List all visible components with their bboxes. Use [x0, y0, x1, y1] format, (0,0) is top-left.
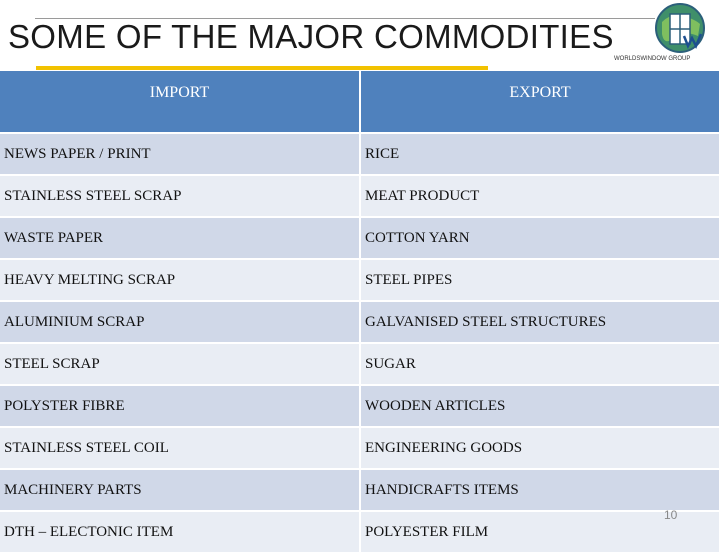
export-cell: HANDICRAFTS ITEMS [360, 469, 720, 512]
import-cell: MACHINERY PARTS [0, 469, 361, 512]
import-cell: HEAVY MELTING SCRAP [0, 259, 361, 302]
export-cell: GALVANISED STEEL STRUCTURES [360, 301, 720, 344]
export-cell: MEAT PRODUCT [360, 175, 720, 218]
commodities-table: IMPORT EXPORT NEWS PAPER / PRINT RICE ST… [0, 71, 720, 554]
table-header-row: IMPORT EXPORT [0, 71, 720, 134]
table-row: STAINLESS STEEL COIL ENGINEERING GOODS [0, 427, 720, 470]
table-row: POLYSTER FIBRE WOODEN ARTICLES [0, 385, 720, 428]
export-cell: ENGINEERING GOODS [360, 427, 720, 470]
export-column-header: EXPORT [360, 71, 720, 134]
export-cell: COTTON YARN [360, 217, 720, 260]
import-cell: WASTE PAPER [0, 217, 361, 260]
table-row: STAINLESS STEEL SCRAP MEAT PRODUCT [0, 175, 720, 218]
import-cell: POLYSTER FIBRE [0, 385, 361, 428]
import-cell: NEWS PAPER / PRINT [0, 133, 361, 176]
table-row: WASTE PAPER COTTON YARN [0, 217, 720, 260]
import-cell: STEEL SCRAP [0, 343, 361, 386]
company-logo-icon [655, 3, 705, 53]
table-row: STEEL SCRAP SUGAR [0, 343, 720, 386]
import-cell: ALUMINIUM SCRAP [0, 301, 361, 344]
table-row: DTH – ELECTONIC ITEM POLYESTER FILM [0, 511, 720, 554]
export-cell: SUGAR [360, 343, 720, 386]
export-cell: RICE [360, 133, 720, 176]
top-rule [35, 18, 655, 19]
import-cell: STAINLESS STEEL SCRAP [0, 175, 361, 218]
export-cell: WOODEN ARTICLES [360, 385, 720, 428]
table-row: MACHINERY PARTS HANDICRAFTS ITEMS [0, 469, 720, 512]
table-row: HEAVY MELTING SCRAP STEEL PIPES [0, 259, 720, 302]
import-cell: DTH – ELECTONIC ITEM [0, 511, 361, 554]
title-underline [36, 66, 488, 70]
table-row: ALUMINIUM SCRAP GALVANISED STEEL STRUCTU… [0, 301, 720, 344]
slide-title: SOME OF THE MAJOR COMMODITIES [8, 18, 614, 55]
logo-caption: WORLDSWINDOW GROUP [614, 56, 691, 62]
import-cell: STAINLESS STEEL COIL [0, 427, 361, 470]
page-number: 10 [664, 508, 678, 522]
table-row: NEWS PAPER / PRINT RICE [0, 133, 720, 176]
export-cell: STEEL PIPES [360, 259, 720, 302]
import-column-header: IMPORT [0, 71, 361, 134]
